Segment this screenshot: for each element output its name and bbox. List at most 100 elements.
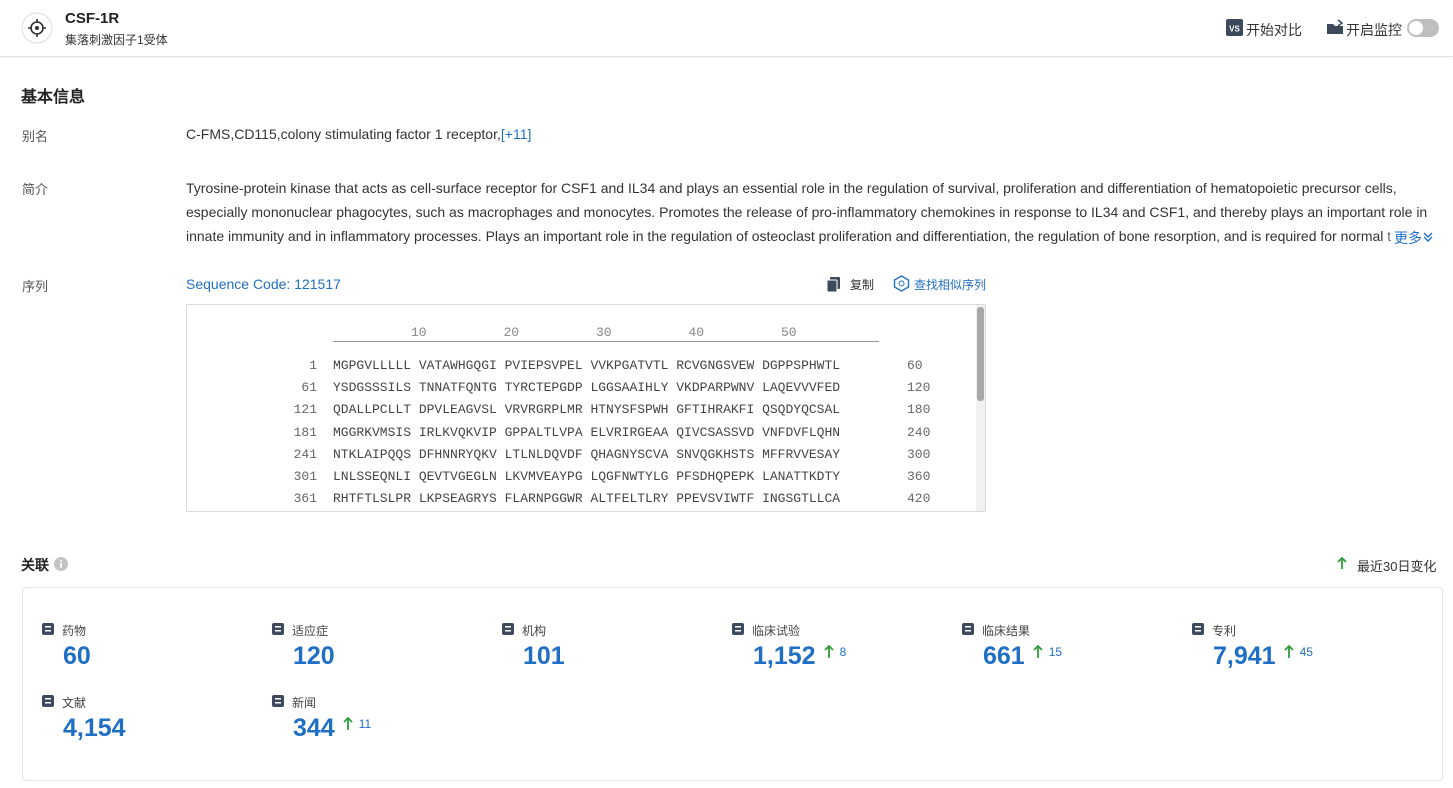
row-end: 240	[907, 424, 931, 440]
row-sequence: MGGRKVMSIS IRLKVQKVIP GPPALTLVPA ELVRIRG…	[333, 424, 841, 440]
monitor-toggle[interactable]	[1406, 18, 1440, 38]
row-start: 61	[301, 380, 317, 396]
change-arrow	[1283, 644, 1294, 662]
item-icon-wrap	[41, 694, 55, 711]
item-value[interactable]: 7,941	[1213, 642, 1276, 670]
item-icon	[732, 623, 744, 635]
header: CSF-1R 集落刺激因子1受体 VS 开始对比 开启监控	[0, 0, 1453, 57]
similar-icon	[893, 275, 910, 292]
item-value[interactable]: 1,152	[753, 642, 816, 670]
svg-text:VS: VS	[1229, 25, 1240, 34]
ruler-label: 40	[688, 325, 705, 340]
change-arrow	[823, 644, 834, 662]
item-value[interactable]: 60	[63, 642, 91, 670]
ruler-label: 20	[503, 325, 520, 340]
chevron	[1423, 232, 1433, 242]
more-button[interactable]: 更多	[1394, 228, 1434, 248]
item-label: 新闻	[292, 696, 317, 710]
fade	[1386, 226, 1446, 246]
compare-button[interactable]: 开始对比	[1246, 22, 1302, 38]
item-value[interactable]: 120	[293, 642, 335, 670]
item-icon	[962, 623, 974, 635]
relations-box: 药物 60 适应症 120 机构 101 临床试验 1,152 8 临床结果 661 15 专利 7,94…	[22, 587, 1443, 781]
item-label: 适应症	[292, 624, 329, 638]
item-icon-wrap	[271, 622, 285, 639]
item-label: 文献	[62, 696, 87, 710]
ruler-line	[333, 341, 879, 342]
row-start: 301	[293, 469, 317, 484]
item-value[interactable]: 344	[293, 714, 335, 742]
alias: C-FMS,CD115,colony stimulating factor 1 …	[186, 126, 531, 142]
item-icon	[42, 695, 54, 707]
alias-label: 别名	[22, 129, 49, 144]
item-value[interactable]: 101	[523, 642, 565, 670]
title: CSF-1R	[65, 10, 120, 27]
up-arrow	[1337, 556, 1347, 569]
up-arrow	[1033, 644, 1043, 658]
item-icon	[272, 695, 284, 707]
copy-icon	[826, 277, 840, 293]
target-icon	[21, 12, 53, 44]
up-arrow	[823, 644, 834, 658]
change-value: 45	[1299, 645, 1313, 659]
row-end: 60	[907, 358, 923, 373]
ruler-label: 10	[411, 325, 427, 340]
similar-button[interactable]: 查找相似序列	[914, 278, 987, 292]
recent-label: 最近30日变化	[1357, 559, 1437, 574]
sequence-label: 序列	[22, 279, 49, 294]
row-end: 180	[907, 402, 931, 418]
info-icon	[54, 557, 68, 571]
subtitle: 集落刺激因子1受体	[65, 33, 168, 47]
row-sequence: RHTFTLSLPR LKPSEAGRYS FLARNPGGWR ALTFELT…	[333, 491, 841, 507]
scrollbar-track	[976, 305, 985, 511]
item-icon-wrap	[1191, 622, 1205, 639]
monitor-icon	[1327, 19, 1344, 34]
item-icon-wrap	[501, 622, 515, 639]
ruler-label: 30	[596, 325, 612, 340]
intro-label: 简介	[22, 182, 49, 197]
monitor-label: 开启监控	[1346, 22, 1402, 38]
item-icon	[1192, 623, 1204, 635]
row-start: 181	[293, 424, 317, 440]
item-icon	[272, 623, 284, 635]
up-arrow	[1283, 644, 1294, 658]
alias-text: C-FMS,CD115,colony stimulating factor 1 …	[186, 126, 501, 142]
row-end: 420	[907, 491, 931, 507]
relations-heading: 关联	[21, 557, 49, 573]
sequence-box: 10 20 30 40 50 1 MGPGVLLLLL VATAWHGQGI PVIEPSV…	[186, 304, 986, 512]
section-heading: 基本信息	[21, 89, 86, 106]
row-start: 121	[293, 402, 317, 418]
item-icon	[502, 623, 514, 635]
copy-button[interactable]: 复制	[850, 278, 875, 292]
item-label: 机构	[522, 624, 547, 638]
item-value[interactable]: 4,154	[63, 714, 126, 742]
alias-more[interactable]: [+11]	[500, 126, 532, 142]
item-icon-wrap	[41, 622, 55, 639]
item-icon	[42, 623, 54, 635]
row-sequence: MGPGVLLLLL VATAWHGQGI PVIEPSVPEL VVKPGAT…	[333, 358, 841, 373]
item-label: 临床试验	[752, 624, 801, 638]
row-start: 241	[293, 446, 317, 462]
row-sequence: NTKLAIPQQS DFHNNRYQKV LTLNLDQVDF QHAGNYS…	[333, 446, 841, 462]
change-arrow	[1033, 644, 1043, 662]
item-value[interactable]: 661	[983, 642, 1025, 670]
ruler-label: 50	[781, 325, 797, 340]
sequence-code: Sequence Code: 121517	[186, 276, 341, 292]
item-icon-wrap	[731, 622, 745, 639]
intro: Tyrosine-protein kinase that acts as cel…	[186, 180, 1428, 244]
more-text: 更多	[1394, 230, 1422, 246]
change-arrow	[343, 716, 353, 734]
change-value: 8	[839, 645, 847, 659]
row-end: 300	[907, 446, 931, 462]
row-end: 120	[907, 380, 931, 396]
item-icon-wrap	[961, 622, 975, 639]
item-label: 专利	[1212, 624, 1237, 638]
change-value: 11	[358, 717, 372, 731]
item-icon-wrap	[271, 694, 285, 711]
up-arrow	[343, 716, 353, 730]
scrollbar-thumb[interactable]	[977, 307, 984, 401]
row-end: 360	[907, 469, 931, 484]
item-label: 临床结果	[982, 624, 1031, 638]
row-sequence: YSDGSSSILS TNNATFQNTG TYRCTEPGDP LGGSAAI…	[333, 380, 841, 396]
